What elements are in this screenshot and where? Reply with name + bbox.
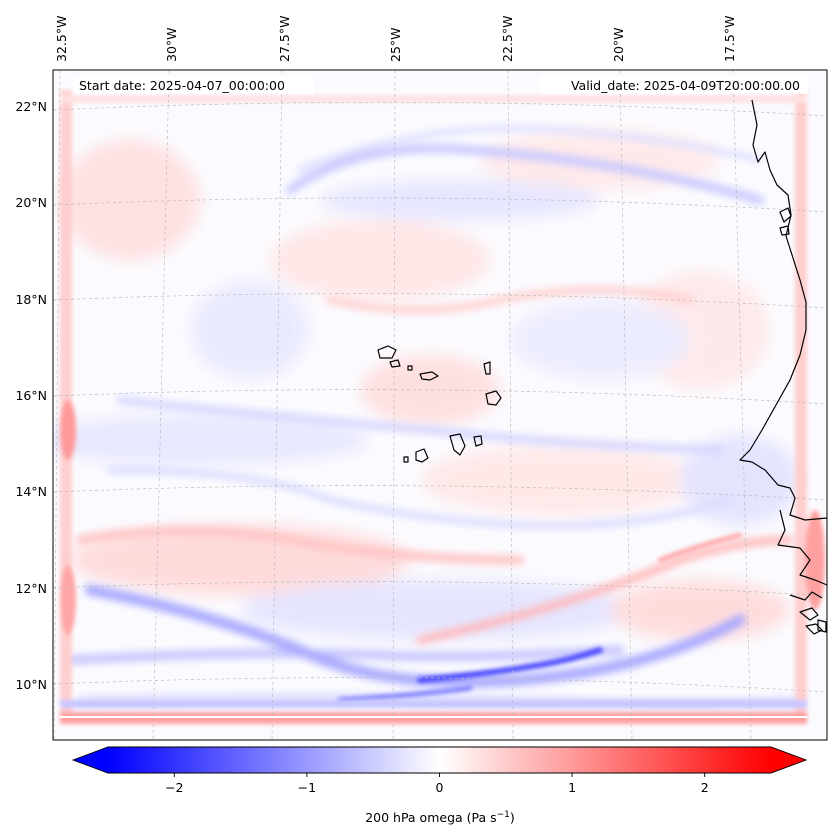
- colorbar-tick-label: −1: [298, 780, 316, 795]
- lat-label: 20°N: [15, 195, 47, 210]
- map-frame: [52, 69, 828, 741]
- omega-field: [53, 70, 827, 740]
- longitude-labels: 32.5°W 30°W 27.5°W 25°W 22.5°W 20°W 17.5…: [54, 16, 737, 62]
- colorbar: −2 −1 0 1 2 200 hPa omega (Pa s−1): [71, 746, 808, 825]
- lat-label: 18°N: [15, 292, 47, 307]
- colorbar-outline: [71, 746, 808, 774]
- lon-label: 27.5°W: [277, 16, 292, 62]
- lat-label: 22°N: [15, 99, 47, 114]
- lon-label: 32.5°W: [54, 16, 69, 62]
- colorbar-gradient: [108, 747, 771, 773]
- colorbar-tick-label: 1: [568, 780, 576, 795]
- gridlines: [53, 70, 827, 740]
- colorbar-tick-label: 2: [701, 780, 709, 795]
- coastline: [377, 99, 828, 635]
- lat-label: 16°N: [15, 388, 47, 403]
- lat-label: 14°N: [15, 484, 47, 499]
- lon-label: 22.5°W: [500, 16, 515, 62]
- valid-date-label: Valid_date: 2025-04-09T20:00:00.00: [571, 78, 800, 93]
- date-annotations: Start date: 2025-04-07_00:00:00 Valid_da…: [74, 76, 808, 94]
- colorbar-low-extend: [73, 747, 108, 773]
- lon-label: 25°W: [388, 27, 403, 62]
- colorbar-tick-label: 0: [436, 780, 444, 795]
- lon-label: 17.5°W: [722, 16, 737, 62]
- lon-label: 30°W: [164, 27, 179, 62]
- lat-label: 10°N: [15, 677, 47, 692]
- colorbar-tick-label: −2: [165, 780, 183, 795]
- latitude-labels: 22°N 20°N 18°N 16°N 14°N 12°N 10°N: [15, 99, 47, 692]
- colorbar-label: 200 hPa omega (Pa s−1): [365, 810, 515, 825]
- lat-label: 12°N: [15, 581, 47, 596]
- colorbar-high-extend: [771, 747, 806, 773]
- start-date-label: Start date: 2025-04-07_00:00:00: [79, 78, 285, 93]
- lon-label: 20°W: [611, 27, 626, 62]
